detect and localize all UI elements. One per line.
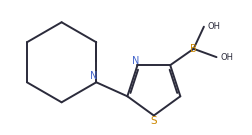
Text: N: N (90, 71, 97, 81)
Text: N: N (132, 56, 139, 66)
Text: S: S (150, 116, 157, 126)
Text: OH: OH (220, 53, 233, 62)
Text: B: B (190, 44, 197, 54)
Text: OH: OH (208, 22, 221, 31)
